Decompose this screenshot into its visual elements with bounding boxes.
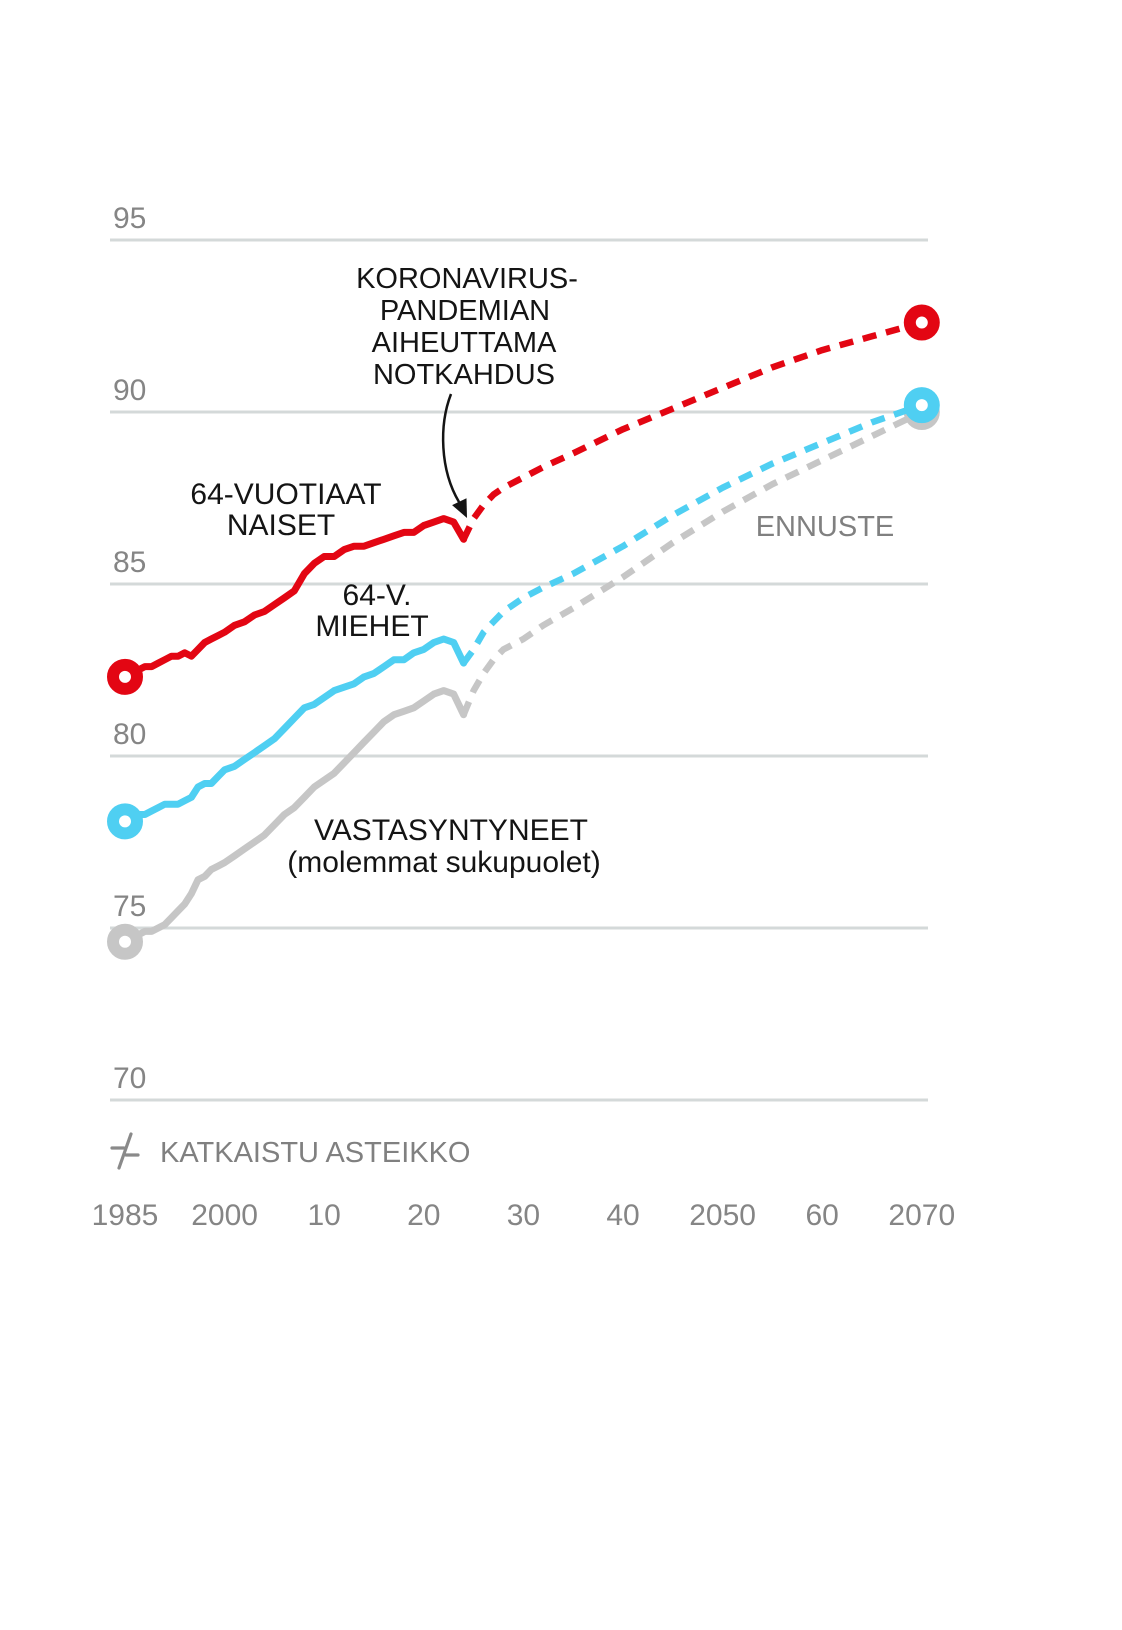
x-tick-label: 1985 bbox=[92, 1199, 159, 1232]
y-tick-label: 75 bbox=[113, 890, 146, 923]
pandemic-dip-annotation: KORONAVIRUS- PANDEMIAN AIHEUTTAMA NOTKAH… bbox=[356, 263, 578, 518]
x-tick-label: 2000 bbox=[191, 1199, 258, 1232]
pandemic-dip-label-line: PANDEMIAN bbox=[380, 295, 550, 327]
series-0 bbox=[107, 304, 940, 695]
y-tick-label: 90 bbox=[113, 374, 146, 407]
x-tick-label: 20 bbox=[407, 1199, 440, 1232]
y-tick-label: 95 bbox=[113, 202, 146, 235]
series-label-men: 64-V. MIEHET bbox=[315, 579, 428, 643]
observed-series-line bbox=[121, 635, 468, 825]
series-label-women: 64-VUOTIAAT NAISET bbox=[190, 478, 381, 542]
x-axis-tick-labels: 1985 2000 10 20 30 40 2050 60 2070 bbox=[92, 1199, 956, 1232]
series-start-marker bbox=[107, 658, 143, 695]
series-end-marker bbox=[903, 387, 940, 424]
axis-break-icon bbox=[110, 1132, 140, 1170]
series-1 bbox=[107, 387, 940, 840]
x-tick-label: 10 bbox=[308, 1199, 341, 1232]
pandemic-dip-label-line: NOTKAHDUS bbox=[373, 359, 555, 391]
observed-series-line bbox=[121, 515, 468, 681]
x-tick-label: 30 bbox=[507, 1199, 540, 1232]
forecast-series-line bbox=[460, 402, 923, 666]
forecast-series-line bbox=[460, 319, 923, 541]
axis-break-note: KATKAISTU ASTEIKKO bbox=[110, 1132, 471, 1170]
series-start-marker bbox=[107, 923, 143, 960]
forecast-series-line bbox=[460, 409, 924, 716]
series-label-line: NAISET bbox=[227, 509, 335, 542]
pandemic-dip-label-line: KORONAVIRUS- bbox=[356, 263, 578, 295]
series-start-marker bbox=[107, 803, 143, 840]
y-tick-label: 80 bbox=[113, 718, 146, 751]
series-lines bbox=[107, 304, 940, 960]
axis-break-label: KATKAISTU ASTEIKKO bbox=[160, 1137, 471, 1169]
series-label-line: 64-V. bbox=[343, 579, 412, 612]
x-tick-label: 2070 bbox=[888, 1199, 955, 1232]
y-axis-tick-labels: 70 75 80 85 90 95 bbox=[113, 202, 146, 1095]
series-label-line: 64-VUOTIAAT bbox=[190, 478, 381, 511]
x-tick-label: 2050 bbox=[689, 1199, 756, 1232]
series-end-marker bbox=[903, 304, 940, 341]
pandemic-dip-label-line: AIHEUTTAMA bbox=[372, 327, 557, 359]
series-label-line: VASTASYNTYNEET bbox=[314, 814, 588, 847]
pandemic-dip-arrow bbox=[441, 393, 461, 503]
x-tick-label: 40 bbox=[606, 1199, 639, 1232]
series-label-newborns: VASTASYNTYNEET (molemmat sukupuolet) bbox=[287, 814, 600, 879]
y-tick-label: 85 bbox=[113, 546, 146, 579]
series-label-line: (molemmat sukupuolet) bbox=[287, 846, 600, 879]
observed-series-line bbox=[121, 687, 468, 946]
series-label-line: MIEHET bbox=[315, 610, 428, 643]
y-tick-label: 70 bbox=[113, 1062, 146, 1095]
arrow-down-icon bbox=[452, 498, 467, 518]
x-tick-label: 60 bbox=[806, 1199, 839, 1232]
forecast-label: ENNUSTE bbox=[756, 511, 895, 543]
